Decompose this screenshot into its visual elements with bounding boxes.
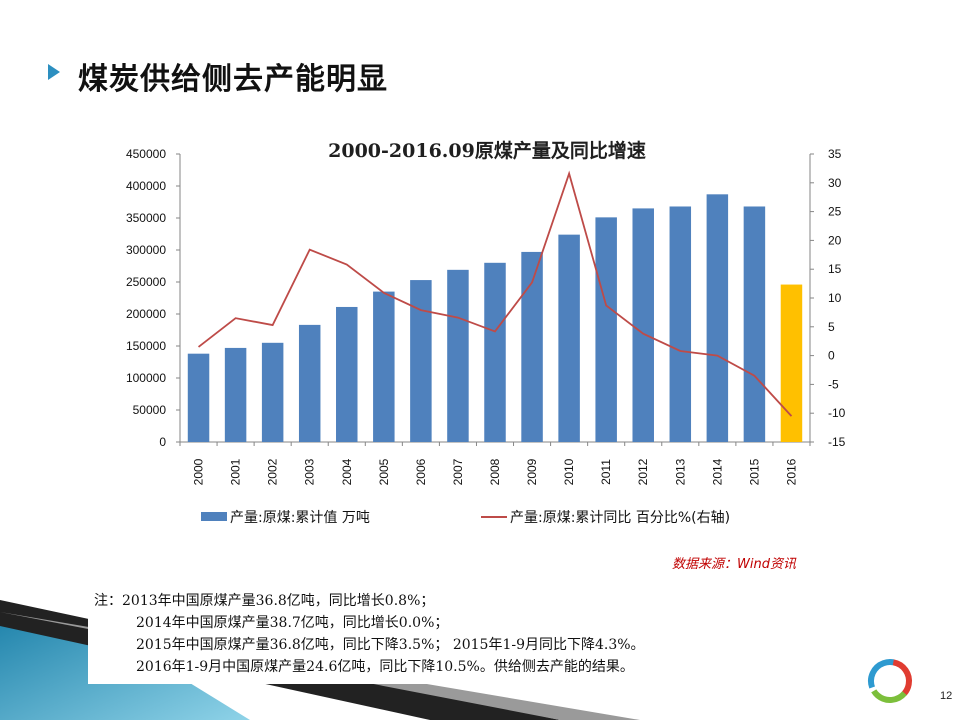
data-source: 数据来源：Wind资讯 <box>672 557 796 572</box>
chart-title: 2000-2016.09原煤产量及同比增速 <box>328 139 646 162</box>
bar-2008 <box>484 262 506 442</box>
bar-2011 <box>595 217 617 442</box>
left-tick-label: 400000 <box>126 179 166 193</box>
legend-bar-swatch <box>201 512 227 521</box>
bar-2005 <box>373 291 395 442</box>
right-tick-label: 30 <box>828 176 842 190</box>
x-tick-label: 2003 <box>303 458 317 485</box>
legend-line-label: 产量:原煤:累计同比 百分比%(右轴) <box>510 510 730 526</box>
bar-series <box>187 194 803 442</box>
left-tick-label: 200000 <box>126 307 166 321</box>
page-number: 12 <box>940 690 953 702</box>
bar-2009 <box>521 251 543 442</box>
bar-2002 <box>261 342 284 442</box>
footnote-line-2: 2014年中国原煤产量38.7亿吨，同比增长0.0%； <box>136 615 449 631</box>
x-tick-label: 2001 <box>229 458 243 485</box>
left-tick-label: 100000 <box>126 371 166 385</box>
footnote-line-3: 2015年中国原煤产量36.8亿吨，同比下降3.5%； 2015年1-9月同比下… <box>136 637 645 653</box>
right-tick-label: 0 <box>828 349 835 363</box>
left-tick-label: 300000 <box>126 243 166 257</box>
right-tick-label: 20 <box>828 233 842 247</box>
right-tick-label: 35 <box>828 147 842 161</box>
legend-bar-label: 产量:原煤:累计值 万吨 <box>230 510 370 526</box>
slide-title: 煤炭供给侧去产能明显 <box>78 62 388 97</box>
arrow-bullet <box>48 64 60 80</box>
line-series <box>197 170 793 417</box>
bar-2013 <box>669 206 692 442</box>
right-tick-label: 15 <box>828 262 842 276</box>
bar-2016 <box>780 284 803 442</box>
x-tick-label: 2010 <box>562 458 576 485</box>
right-tick-label: 10 <box>828 291 842 305</box>
bar-2000 <box>187 353 210 442</box>
x-tick-label: 2009 <box>525 458 539 485</box>
x-tick-label: 2007 <box>451 458 465 485</box>
bar-2012 <box>632 208 654 442</box>
left-tick-label: 250000 <box>126 275 166 289</box>
footnote-line-4: 2016年1-9月中国原煤产量24.6亿吨，同比下降10.5%。供给侧去产能的结… <box>136 659 634 675</box>
left-tick-label: 450000 <box>126 147 166 161</box>
company-logo-icon <box>867 659 912 703</box>
x-tick-label: 2015 <box>747 458 761 485</box>
chart-legend: 产量:原煤:累计值 万吨 产量:原煤:累计同比 百分比%(右轴) <box>201 510 730 526</box>
bar-2001 <box>224 347 247 442</box>
left-tick-label: 150000 <box>126 339 166 353</box>
x-tick-label: 2004 <box>340 458 354 485</box>
chart-axes: 0 50000 100000 150000 200000 250000 300000 3500… <box>126 147 846 485</box>
bar-2007 <box>447 269 469 442</box>
right-tick-label: -5 <box>828 377 839 391</box>
right-tick-label: -10 <box>828 406 846 420</box>
bar-2010 <box>558 234 580 442</box>
yoy-growth-line <box>197 170 793 417</box>
x-tick-label: 2014 <box>710 458 724 485</box>
x-tick-label: 2000 <box>192 458 206 485</box>
x-tick-label: 2002 <box>266 458 280 485</box>
x-tick-label: 2005 <box>377 458 391 485</box>
x-tick-label: 2012 <box>636 458 650 485</box>
bar-2004 <box>336 306 358 442</box>
x-tick-label: 2006 <box>414 458 428 485</box>
right-tick-label: 5 <box>828 320 835 334</box>
x-tick-label: 2008 <box>488 458 502 485</box>
x-tick-label: 2011 <box>599 459 613 485</box>
bar-2003 <box>298 324 321 442</box>
bar-2015 <box>743 206 766 442</box>
right-tick-label: 25 <box>828 205 842 219</box>
x-tick-label: 2013 <box>673 458 687 485</box>
left-tick-label: 50000 <box>133 403 167 417</box>
left-tick-label: 0 <box>159 435 166 449</box>
footnote-line-1: 注：2013年中国原煤产量36.8亿吨，同比增长0.8%； <box>94 593 435 609</box>
bar-2006 <box>410 280 432 442</box>
footnote-box: 注：2013年中国原煤产量36.8亿吨，同比增长0.8%； 2014年中国原煤产… <box>88 590 778 684</box>
x-tick-label: 2016 <box>784 458 798 485</box>
right-tick-label: -15 <box>828 435 846 449</box>
left-tick-label: 350000 <box>126 211 166 225</box>
bar-2014 <box>706 194 729 442</box>
